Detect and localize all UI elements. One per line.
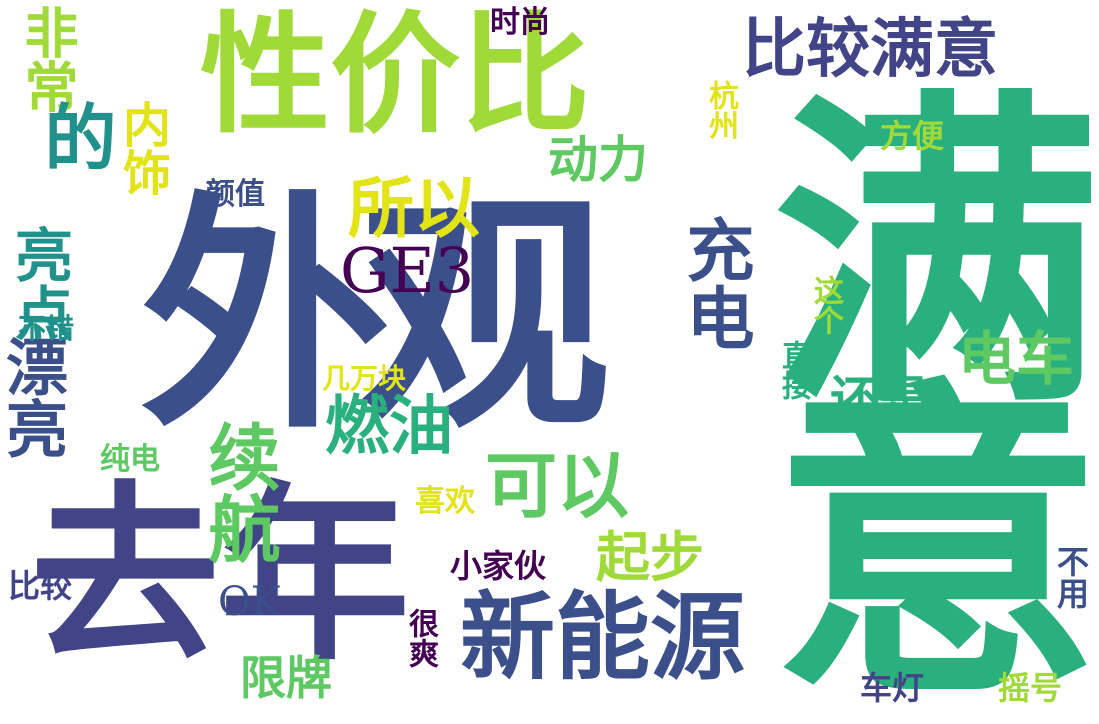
- word-xinnengyuan: 新能源: [460, 582, 746, 693]
- word-de: 的: [32, 100, 117, 172]
- word-ge3: GE3: [340, 234, 475, 307]
- word-qunian: 去年: [30, 463, 411, 686]
- word-neishi: 内饰: [114, 100, 170, 196]
- word-yanzhi: 颜值: [205, 177, 265, 212]
- word-ok: OK: [218, 579, 281, 625]
- word-jiwankuai: 几万块: [322, 362, 407, 395]
- word-shishang: 时尚: [490, 5, 550, 40]
- word-bijiao: 比较: [8, 567, 73, 605]
- word-chundian: 纯电: [100, 442, 160, 477]
- word-bijiaomanyi: 比较满意: [742, 12, 998, 87]
- word-henshuang: 很爽: [403, 608, 438, 668]
- word-ranyou: 燃油: [325, 389, 453, 464]
- word-buyong: 不用: [1052, 545, 1090, 609]
- word-xingjiabi: 性价比: [200, 0, 591, 151]
- word-xihuan: 喜欢: [415, 484, 475, 519]
- word-qibu: 起步: [596, 525, 704, 589]
- word-zhijie: 直接: [776, 340, 811, 400]
- word-xianpai: 限牌: [240, 651, 332, 705]
- word-liangdian: 亮点: [5, 225, 73, 341]
- word-feichang: 非常: [15, 5, 79, 113]
- word-dongli: 动力: [548, 130, 648, 189]
- word-xiaojiahuo: 小家伙: [450, 547, 547, 585]
- word-yaohao: 摇号: [998, 669, 1063, 707]
- word-waiguan: 外观: [140, 168, 610, 462]
- word-xuhang: 续航: [196, 420, 281, 564]
- word-haishi: 还是: [830, 370, 930, 429]
- word-manyi: 满意: [716, 80, 1099, 660]
- word-zhege: 这个: [808, 275, 843, 335]
- word-hangzhou: 杭州: [703, 80, 738, 140]
- word-chedeng: 车灯: [860, 669, 925, 707]
- word-bucuo: 不错: [18, 312, 75, 345]
- word-fangbian: 方便: [880, 117, 945, 155]
- word-piaoliang: 漂亮: [0, 335, 68, 459]
- word-suoyi: 所以: [348, 169, 480, 247]
- word-keyi: 可以: [485, 443, 630, 528]
- word-chongdian: 充电: [674, 215, 754, 351]
- word-dianche: 电车: [958, 325, 1075, 393]
